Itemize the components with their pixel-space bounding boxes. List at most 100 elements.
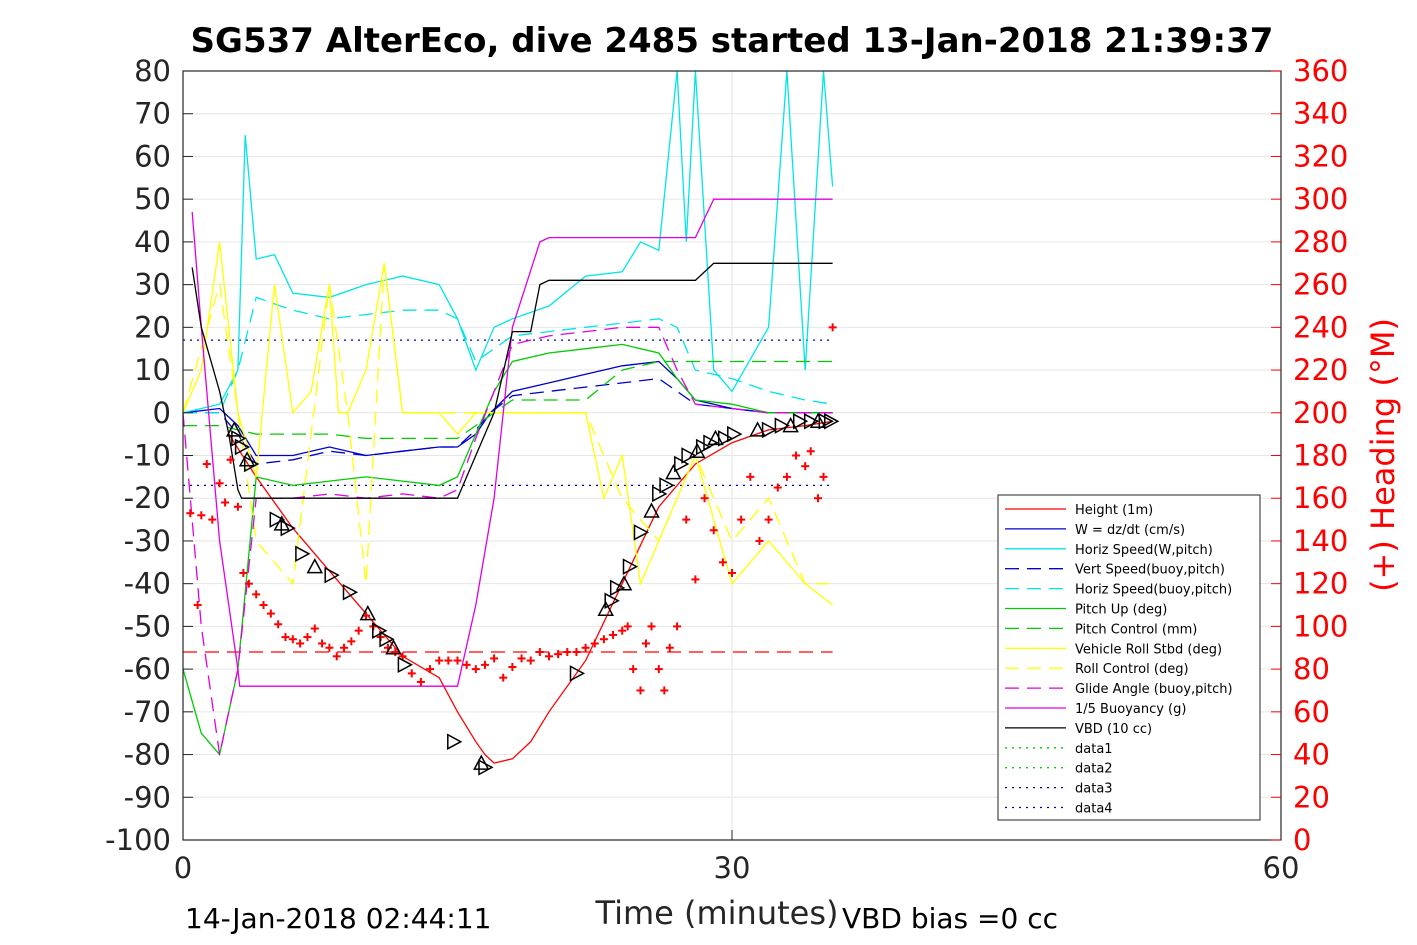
triangle-marker: [379, 630, 395, 648]
triangle-marker: [397, 656, 413, 674]
legend-label-3: Vert Speed(buoy,pitch): [1075, 563, 1225, 578]
legend: Height (1m) W = dz/dt (cm/s) Horiz Speed(W…: [997, 494, 1261, 821]
heading-point: [274, 620, 283, 629]
right-tick-label: 60: [1293, 695, 1330, 729]
heading-point: [407, 669, 416, 678]
triangle-marker: [569, 665, 586, 682]
heading-point: [259, 601, 268, 610]
series-line-8: [182, 263, 833, 586]
heading-point: [480, 660, 489, 669]
heading-point: [654, 665, 663, 674]
triangle-marker: [643, 502, 660, 518]
triangle-marker: [659, 477, 675, 494]
heading-point: [709, 526, 718, 535]
series-line-0: [228, 420, 833, 764]
right-axis-tick-labels: 0 20 40 60 80 100 120 140 160 180 200 220 240 260 280 3…: [1293, 54, 1348, 857]
left-tick-label: 20: [134, 310, 171, 344]
left-tick-label: 0: [153, 396, 171, 430]
footer-timestamp: 14-Jan-2018 02:44:11: [185, 902, 491, 935]
heading-point: [814, 494, 823, 503]
heading-point: [208, 515, 217, 524]
legend-label-15: data4: [1075, 802, 1113, 817]
heading-point: [296, 639, 305, 648]
left-tick-label: -20: [124, 481, 171, 515]
triangle-marker: [238, 451, 256, 467]
legend-label-1: W = dz/dt (cm/s): [1075, 523, 1185, 538]
footer-vbd-bias: VBD bias =0 cc: [842, 902, 1058, 935]
heading-point: [354, 626, 363, 635]
right-tick-label: 340: [1293, 97, 1348, 131]
right-tick-label: 300: [1293, 182, 1348, 216]
heading-point: [202, 460, 211, 469]
left-tick-label: 30: [134, 268, 171, 302]
heading-point: [641, 639, 650, 648]
heading-point: [508, 662, 517, 671]
legend-label-7: Vehicle Roll Stbd (deg): [1075, 642, 1222, 657]
heading-point: [737, 515, 746, 524]
heading-point: [718, 558, 727, 567]
heading-point: [526, 656, 535, 665]
triangle-marker: [792, 413, 809, 430]
triangle-marker: [622, 558, 639, 575]
left-tick-label: 80: [134, 54, 171, 88]
triangle-marker: [652, 485, 668, 503]
left-tick-label: 10: [134, 353, 171, 387]
heading-point: [471, 665, 480, 674]
series-line-10: [191, 198, 833, 687]
right-tick-label: 200: [1293, 396, 1348, 430]
right-tick-label: 80: [1293, 652, 1330, 686]
legend-label-5: Pitch Up (deg): [1075, 603, 1167, 618]
right-tick-label: 220: [1293, 353, 1348, 387]
legend-label-13: data2: [1075, 762, 1113, 777]
heading-point: [347, 637, 356, 646]
heading-point: [764, 515, 773, 524]
chart-title: SG537 AlterEco, dive 2485 started 13-Jan…: [191, 21, 1274, 61]
heading-point: [462, 660, 471, 669]
triangle-marker: [824, 413, 840, 430]
series-line-3: [183, 377, 833, 465]
triangle-marker: [359, 605, 377, 621]
triangle-marker: [749, 421, 766, 437]
right-tick-label: 160: [1293, 481, 1348, 515]
legend-label-11: VBD (10 cc): [1075, 722, 1152, 737]
heading-point: [572, 648, 581, 657]
right-tick-label: 20: [1293, 780, 1330, 814]
heading-point: [819, 472, 828, 481]
axis-ticks: [182, 70, 1282, 841]
right-tick-label: 120: [1293, 567, 1348, 601]
heading-point: [221, 498, 230, 507]
heading-point: [416, 677, 425, 686]
heading-point: [673, 622, 682, 631]
x-axis-tick-labels: 0 30 60: [174, 851, 1300, 885]
triangle-marker: [695, 438, 712, 456]
heading-point: [215, 479, 224, 488]
triangle-marker: [681, 447, 697, 464]
heading-point: [623, 622, 632, 631]
triangle-marker: [615, 575, 633, 591]
triangle-marker: [803, 413, 820, 430]
triangle-marker: [727, 425, 743, 443]
triangle-marker: [280, 519, 296, 537]
heading-point: [244, 579, 253, 588]
left-tick-label: -40: [124, 567, 171, 601]
heading-point: [391, 648, 400, 657]
x-axis-label: Time (minutes): [595, 894, 839, 932]
legend-label-2: Horiz Speed(W,pitch): [1075, 543, 1213, 558]
heading-point: [444, 656, 453, 665]
triangle-marker: [809, 412, 827, 429]
heading-point: [647, 622, 656, 631]
left-tick-label: -100: [105, 823, 171, 857]
heading-point: [545, 652, 553, 661]
heading-point: [782, 472, 791, 481]
heading-point: [252, 590, 261, 599]
right-tick-label: 360: [1293, 54, 1348, 88]
heading-point: [665, 643, 674, 652]
x-tick-label: 30: [714, 851, 751, 885]
triangle-marker: [717, 430, 734, 447]
left-tick-label: -50: [124, 609, 171, 643]
heading-point: [318, 639, 327, 648]
legend-label-9: Glide Angle (buoy,pitch): [1075, 682, 1233, 697]
heading-point: [197, 511, 206, 520]
series-line-11: [191, 262, 833, 499]
